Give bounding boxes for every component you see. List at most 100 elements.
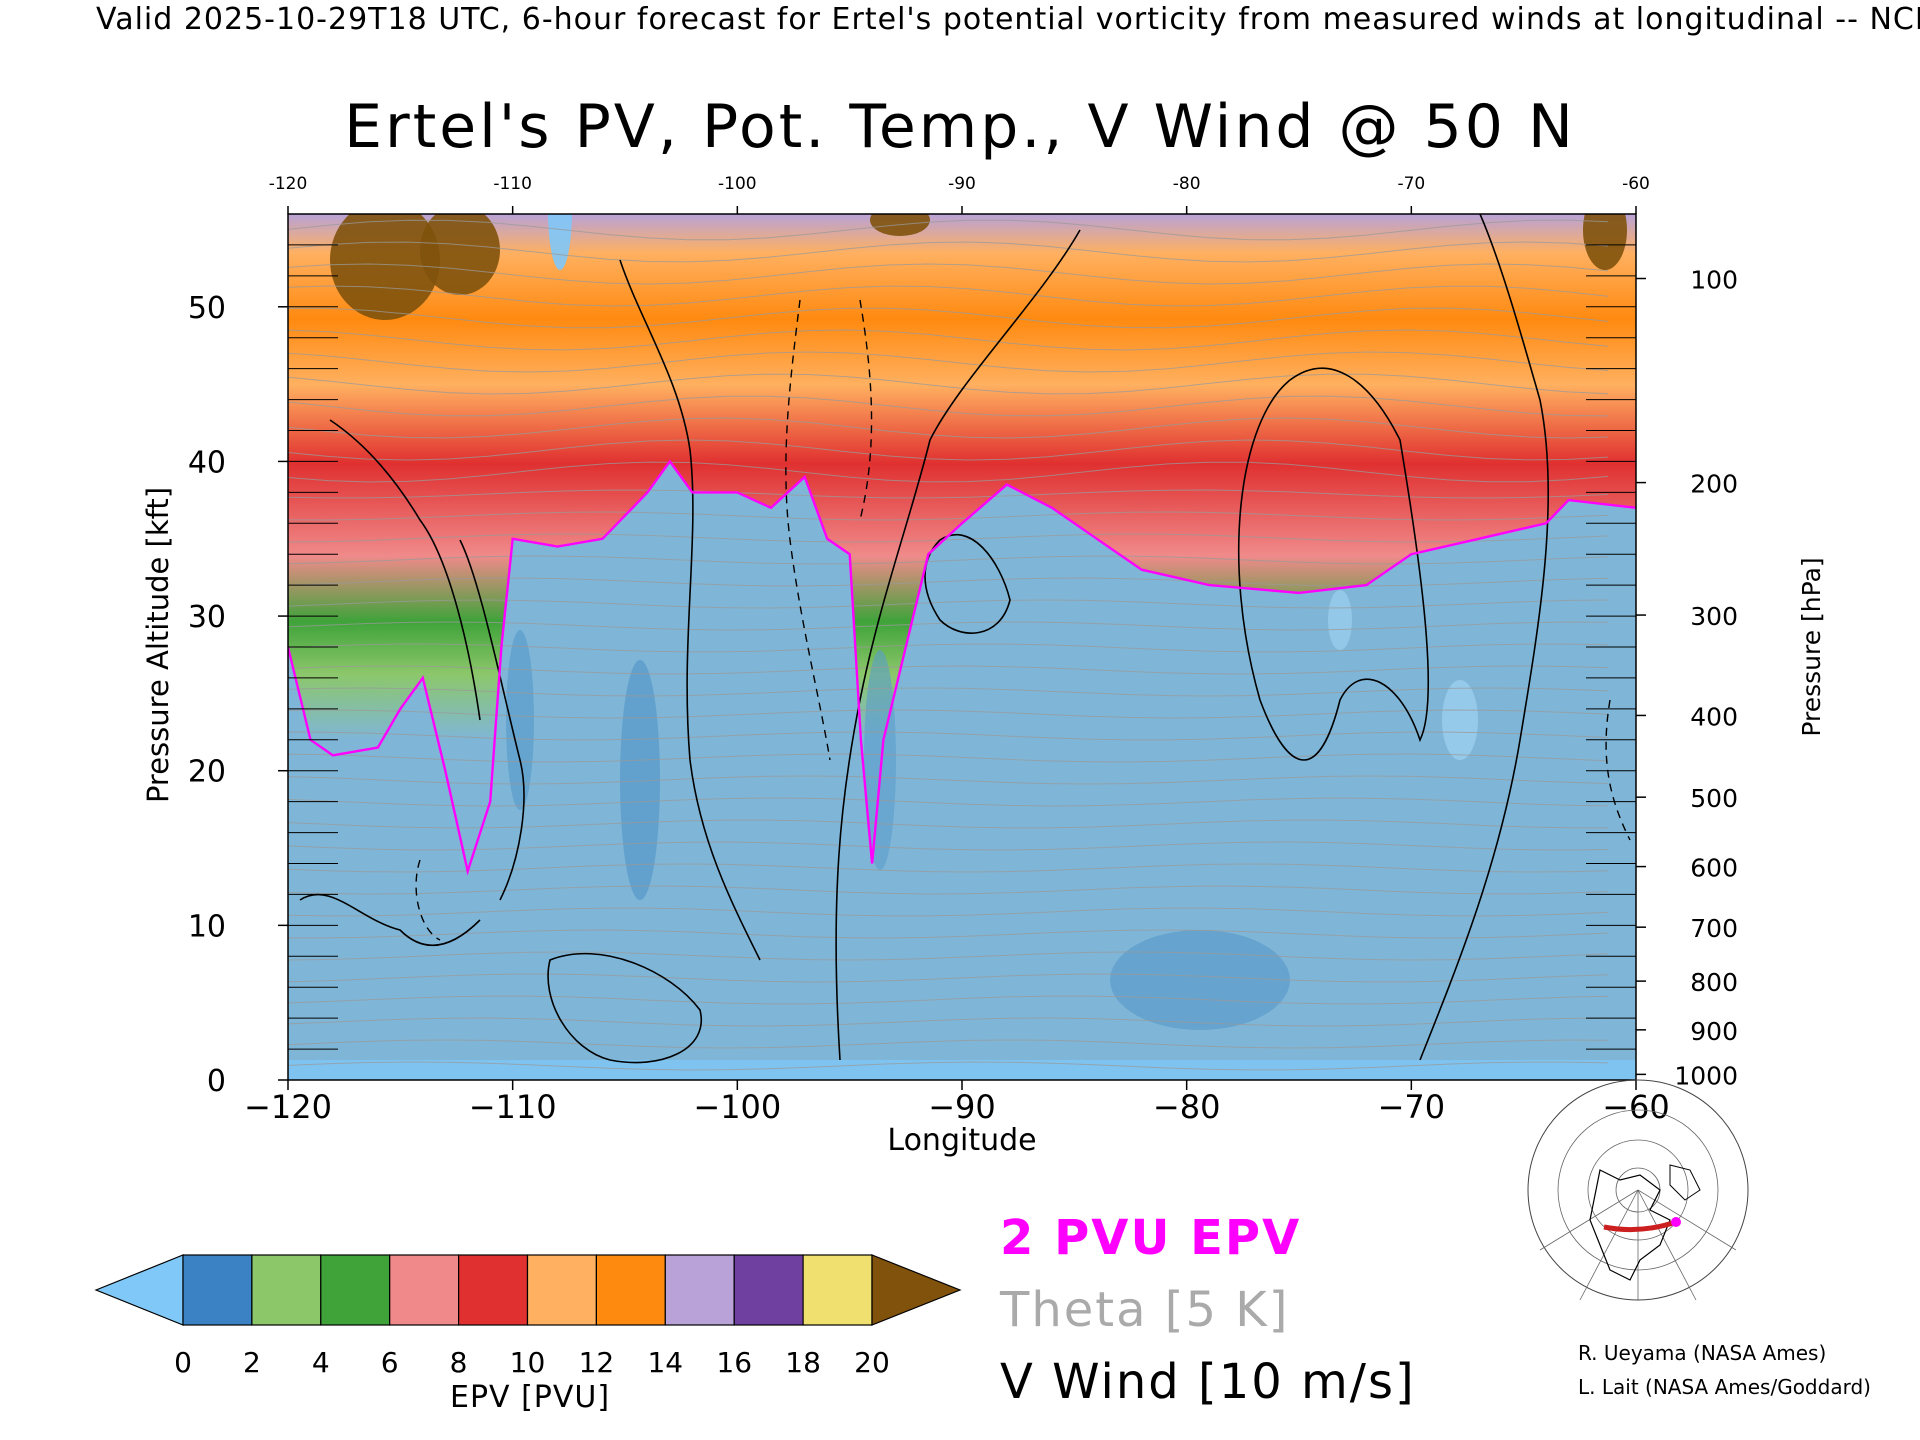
credit-line: L. Lait (NASA Ames/Goddard) — [1578, 1375, 1871, 1399]
top-x-tick-label: -90 — [948, 174, 976, 194]
colorbar-bin — [389, 1254, 460, 1326]
y2-tick-label: 900 — [1690, 1017, 1738, 1046]
y2-tick-label: 500 — [1690, 784, 1738, 813]
theta-contour-line — [288, 929, 1609, 939]
colorbar-over-triangle — [871, 1254, 962, 1326]
theta-contour-line — [288, 951, 1609, 961]
colorbar-tick-label: 16 — [716, 1346, 752, 1379]
theta-contour-line — [288, 219, 1609, 241]
theta-contour-line — [288, 775, 1609, 785]
y-tick-label: 40 — [188, 445, 226, 480]
theta-contour-line — [288, 307, 1609, 329]
theta-contour-line — [288, 241, 1609, 263]
colorbar-bin — [320, 1254, 391, 1326]
colorbar-tick-label: 12 — [579, 1346, 615, 1379]
v-wind-contours — [299, 214, 1550, 1064]
colorbar-bin — [251, 1254, 322, 1326]
theta-contour-line — [288, 1039, 1609, 1049]
polar-globe-map-icon — [1527, 1079, 1749, 1301]
colorbar-bin — [733, 1254, 804, 1326]
colorbar-tick-label: 14 — [647, 1346, 683, 1379]
y2-tick-label: 700 — [1690, 914, 1738, 943]
x-tick-label: −60 — [1602, 1088, 1670, 1126]
theta-contour-line — [288, 373, 1609, 395]
x-tick-label: −110 — [469, 1088, 557, 1126]
x-axis-label: Longitude — [887, 1123, 1036, 1158]
theta-contour-line — [288, 1061, 1609, 1071]
theta-contours — [288, 219, 1609, 1071]
theta-contour-line — [288, 819, 1609, 829]
colorbar-tick-label: 10 — [510, 1346, 546, 1379]
colorbar-tick-label: 8 — [450, 1346, 468, 1379]
2pvu-tropopause-line — [288, 459, 1636, 876]
colorbar-tick-label: 20 — [854, 1346, 890, 1379]
axes-layer: −120 −110 −100 −90 −80 −70 −60 -120 -110 -100 -90 -… — [141, 174, 1826, 1158]
y-tick-label: 20 — [188, 755, 226, 790]
chart-title: Ertel's PV, Pot. Temp., V Wind @ 50 N — [344, 92, 1576, 162]
valid-time-header: Valid 2025-10-29T18 UTC, 6-hour forecast… — [96, 2, 1920, 37]
theta-contour-line — [288, 621, 1609, 631]
y2-tick-label: 300 — [1690, 602, 1738, 631]
colorbar-bin — [182, 1254, 253, 1326]
theta-contour-line — [288, 643, 1609, 653]
theta-contour-line — [288, 263, 1609, 285]
y-tick-label: 50 — [188, 291, 226, 326]
theta-contour-line — [288, 417, 1609, 439]
colorbar-bin — [664, 1254, 735, 1326]
y2-tick-label: 400 — [1690, 702, 1738, 731]
top-x-tick-label: -100 — [718, 174, 757, 194]
theta-contour-line — [288, 439, 1609, 461]
legend-2pvu-epv: 2 PVU EPV — [1000, 1210, 1302, 1266]
theta-contour-line — [288, 461, 1609, 483]
theta-contour-line — [288, 599, 1609, 609]
theta-contour-line — [288, 995, 1609, 1005]
colorbar: 0 2 4 6 8 10 12 14 16 18 20 — [94, 1254, 962, 1379]
y2-tick-label: 100 — [1690, 266, 1738, 295]
colorbar-label: EPV [PVU] — [450, 1380, 611, 1415]
credits-block: R. Ueyama (NASA Ames) L. Lait (NASA Ames… — [1578, 1336, 1871, 1404]
theta-contour-line — [288, 489, 1609, 499]
top-x-tick-label: -80 — [1173, 174, 1201, 194]
colorbar-tick-label: 6 — [381, 1346, 399, 1379]
theta-contour-line — [288, 555, 1609, 565]
theta-contour-line — [288, 533, 1609, 543]
colorbar-tick-label: 2 — [243, 1346, 261, 1379]
theta-contour-line — [288, 285, 1609, 307]
colorbar-bin — [526, 1254, 598, 1326]
y2-tick-label: 600 — [1690, 854, 1738, 883]
theta-contour-line — [288, 753, 1609, 763]
x-tick-label: −80 — [1153, 1088, 1221, 1126]
colorbar-bin — [458, 1254, 529, 1326]
theta-contour-line — [288, 863, 1609, 873]
colorbar-under-triangle — [94, 1254, 184, 1326]
y-axis-label: Pressure Altitude [kft] — [141, 487, 175, 803]
theta-contour-line — [288, 395, 1609, 417]
credit-line: R. Ueyama (NASA Ames) — [1578, 1341, 1827, 1365]
colorbar-bin — [802, 1254, 873, 1326]
y-tick-label: 30 — [188, 600, 226, 635]
stratosphere-fill — [288, 214, 1636, 872]
theta-contour-line — [288, 885, 1609, 895]
colorbar-tick-label: 0 — [174, 1346, 192, 1379]
y2-tick-label: 1000 — [1674, 1061, 1738, 1090]
y2-axis-label: Pressure [hPa] — [1797, 557, 1826, 736]
theta-contour-line — [288, 1017, 1609, 1027]
v-wind-negative-contours — [415, 299, 1631, 941]
theta-contour-line — [288, 665, 1609, 675]
colorbar-tick-label: 4 — [312, 1346, 330, 1379]
top-x-tick-label: -60 — [1622, 174, 1650, 194]
x-tick-label: −70 — [1378, 1088, 1446, 1126]
top-x-tick-label: -120 — [269, 174, 308, 194]
theta-contour-line — [288, 731, 1609, 741]
theta-contour-line — [288, 511, 1609, 521]
theta-contour-line — [288, 329, 1609, 351]
y2-tick-label: 800 — [1690, 968, 1738, 997]
colorbar-bin — [595, 1254, 666, 1326]
legend-theta: Theta [5 K] — [1000, 1282, 1290, 1338]
top-x-tick-label: -70 — [1397, 174, 1425, 194]
theta-contour-line — [288, 709, 1609, 719]
y2-tick-label: 200 — [1690, 470, 1738, 499]
legend-v-wind: V Wind [10 m/s] — [1000, 1354, 1416, 1410]
stratosphere-fill-layer — [288, 214, 1636, 872]
